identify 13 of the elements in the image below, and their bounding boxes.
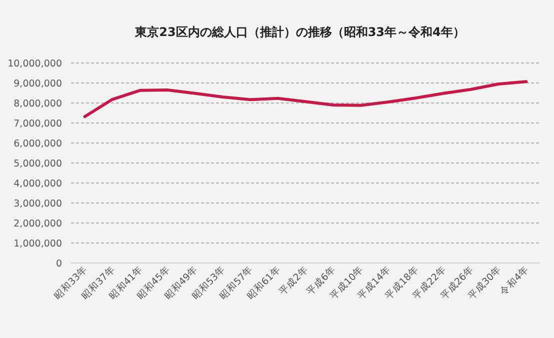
y-tick-label: 8,000,000 [14,98,62,110]
y-tick-label: 7,000,000 [14,118,62,130]
y-tick-label: 3,000,000 [14,198,62,210]
y-tick-label: 6,000,000 [14,138,62,150]
y-tick-label: 0 [56,258,62,270]
y-tick-label: 2,000,000 [14,218,62,230]
y-tick-label: 1,000,000 [14,238,62,250]
y-tick-label: 10,000,000 [8,58,62,70]
y-tick-label: 4,000,000 [14,178,62,190]
y-tick-label: 5,000,000 [14,158,62,170]
chart-title: 東京23区内の総人口（推計）の推移（昭和33年～令和4年） [134,25,465,39]
line-series [83,80,528,118]
y-tick-label: 9,000,000 [14,78,62,90]
